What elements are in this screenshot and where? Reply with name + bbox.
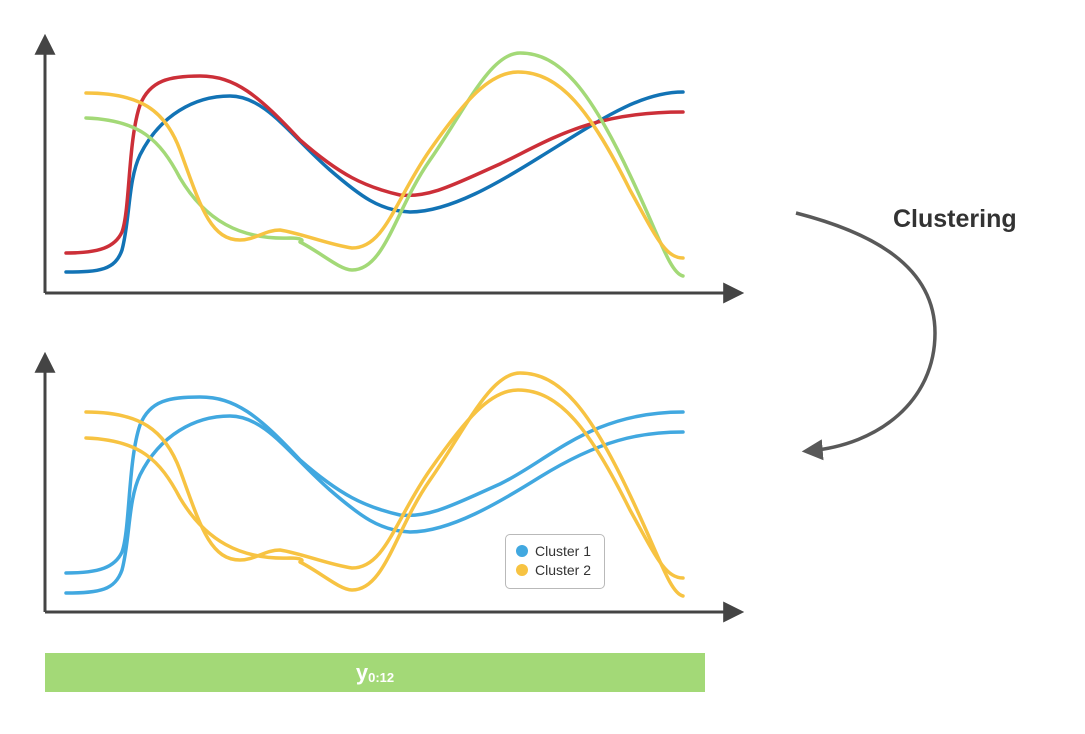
- legend-label-cluster-2: Cluster 2: [535, 562, 592, 578]
- clustering-label: Clustering: [893, 205, 1017, 233]
- top-plot-axes: [34, 33, 745, 304]
- legend: Cluster 1 Cluster 2: [505, 534, 605, 589]
- top-series-red: [64, 74, 685, 255]
- legend-item-cluster-1: Cluster 1: [516, 542, 591, 560]
- bottom-series-cluster1-b: [64, 395, 685, 575]
- legend-label-cluster-1: Cluster 1: [535, 543, 592, 559]
- legend-item-cluster-2: Cluster 2: [516, 561, 591, 579]
- bottom-plot-axes: [34, 351, 745, 623]
- top-series-yellow: [84, 70, 685, 260]
- bar-label-main: y: [355, 659, 369, 685]
- cluster-1-dot-icon: [516, 545, 528, 557]
- top-series-green: [84, 51, 685, 278]
- cluster-2-dot-icon: [516, 564, 528, 576]
- clustering-arrow: [795, 211, 937, 461]
- top-plot-series: [64, 51, 685, 278]
- time-range-bar: y 0:12: [45, 653, 705, 692]
- bar-label-subscript: 0:12: [368, 670, 395, 685]
- bottom-series-cluster2-b: [84, 388, 685, 580]
- bottom-plot-series: [64, 371, 685, 598]
